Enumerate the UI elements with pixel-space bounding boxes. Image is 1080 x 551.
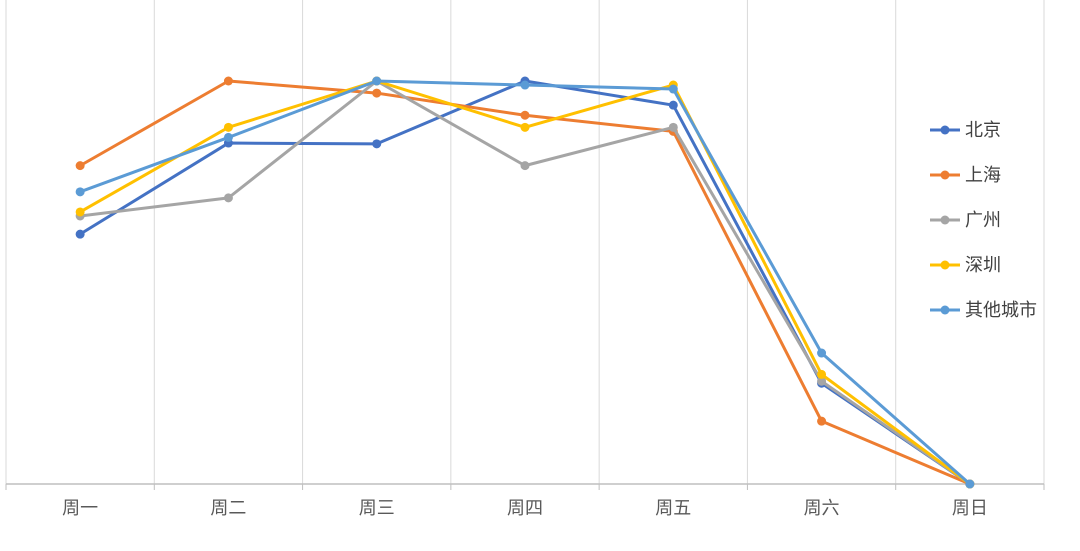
legend-item: 广州 [930,210,1001,231]
legend-label: 广州 [965,210,1001,231]
data-point [520,80,530,90]
data-point [223,193,233,203]
data-point [817,416,827,426]
series-其他城市 [75,76,975,489]
legend-swatch-marker [940,260,950,270]
legend-label: 上海 [965,165,1001,186]
x-tick-label: 周四 [507,498,543,519]
data-point [520,110,530,120]
legend-item: 上海 [930,165,1001,186]
legend-item: 深圳 [930,255,1001,276]
data-point [223,132,233,142]
legend-label: 深圳 [965,255,1001,276]
data-point [817,376,827,386]
x-tick-labels: 周一 周二 周三 周四 周五 周六 周日 [62,498,988,519]
x-tick-label: 周一 [62,498,98,519]
x-tick-label: 周三 [359,498,395,519]
x-tick-label: 周二 [210,498,246,519]
data-point [668,122,678,132]
x-tick-label: 周六 [804,498,840,519]
data-point [75,187,85,197]
legend-label: 北京 [965,120,1001,141]
data-point [520,122,530,132]
legend-swatch-marker [940,170,950,180]
data-point [372,139,382,149]
x-tick-label: 周五 [655,498,691,519]
data-point [75,229,85,239]
data-point [668,84,678,94]
data-point [223,76,233,86]
data-point [372,88,382,98]
x-tick-label: 周日 [952,498,988,519]
data-point [965,479,975,489]
data-point [520,161,530,171]
series-深圳 [75,76,975,489]
data-point [75,207,85,217]
legend-swatch-marker [940,125,950,135]
data-point [668,100,678,110]
legend-swatch-marker [940,305,950,315]
legend-item: 其他城市 [930,300,1037,321]
data-point [817,369,827,379]
legend-label: 其他城市 [965,300,1037,321]
x-axis [5,483,1045,490]
data-point [817,348,827,358]
data-point [372,76,382,86]
data-point [75,161,85,171]
series-line [78,79,972,486]
data-point [223,122,233,132]
legend-item: 北京 [930,120,1001,141]
legend-swatch-marker [940,215,950,225]
series-lines [75,76,975,489]
